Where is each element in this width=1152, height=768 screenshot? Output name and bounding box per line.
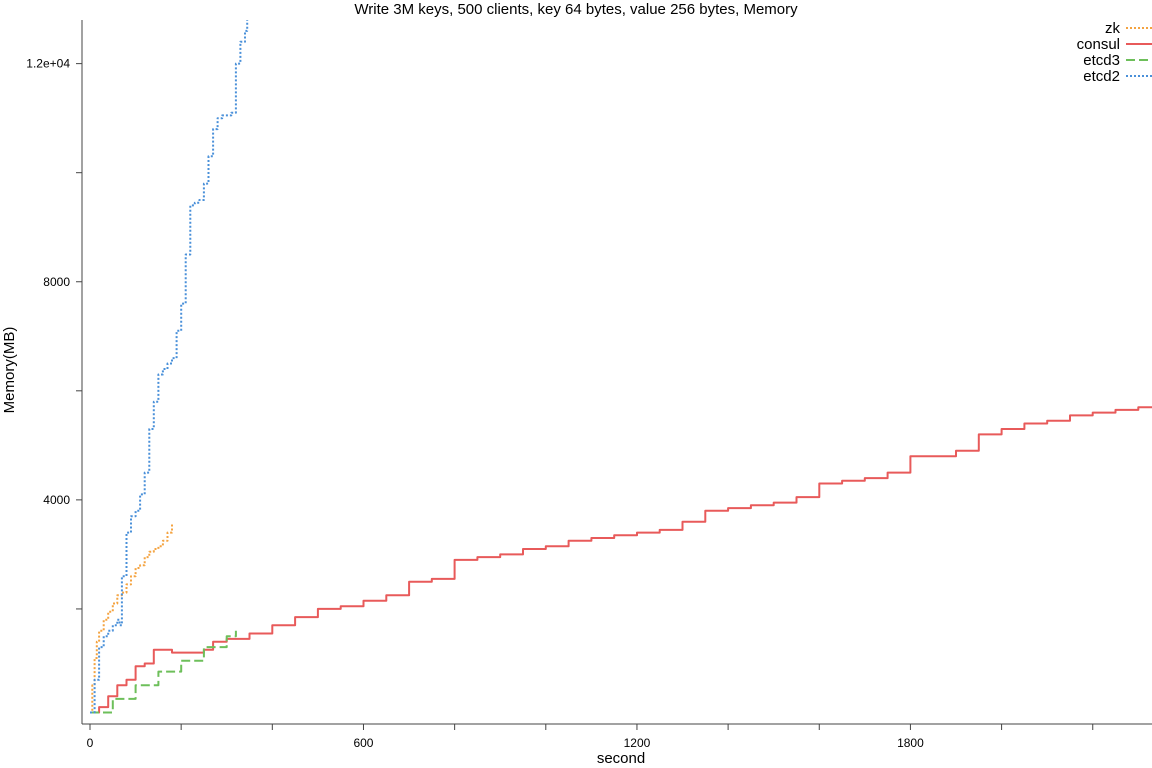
x-axis-title: second xyxy=(597,750,645,767)
y-tick-label: 4000 xyxy=(43,493,70,507)
legend-label-etcd2: etcd2 xyxy=(1083,68,1120,85)
axes xyxy=(81,20,1152,725)
x-tick-label: 1200 xyxy=(624,736,651,750)
x-ticks: 0 600 1200 1800 xyxy=(87,724,1094,750)
x-tick-label: 1800 xyxy=(897,736,924,750)
x-tick-label: 0 xyxy=(87,736,94,750)
y-tick-label: 1.2e+04 xyxy=(26,57,70,71)
y-tick-label: 8000 xyxy=(43,275,70,289)
series-line-etcd3 xyxy=(90,630,237,714)
y-ticks: 4000 8000 1.2e+04 xyxy=(26,57,82,610)
chart-title: Write 3M keys, 500 clients, key 64 bytes… xyxy=(354,1,798,18)
series-line-consul xyxy=(90,406,1152,714)
legend-label-consul: consul xyxy=(1077,36,1120,53)
legend-label-zk: zk xyxy=(1105,20,1121,37)
x-tick-label: 600 xyxy=(353,736,373,750)
series-layer xyxy=(90,20,1152,714)
series-line-zk xyxy=(90,524,173,714)
legend-label-etcd3: etcd3 xyxy=(1083,52,1120,69)
series-line-etcd2 xyxy=(90,20,249,714)
y-axis-title: Memory(MB) xyxy=(1,327,18,414)
